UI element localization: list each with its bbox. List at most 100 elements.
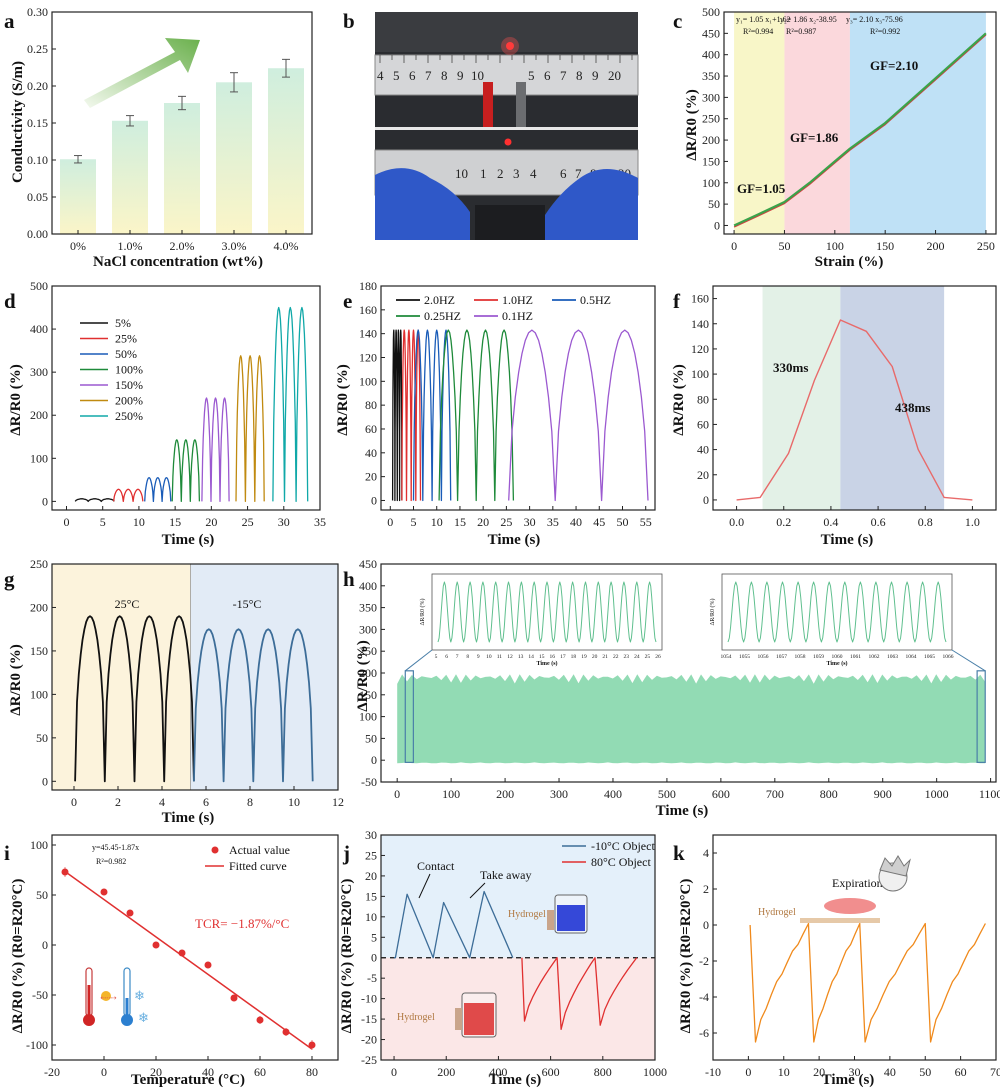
y-tick-label: 50 — [36, 731, 48, 745]
panel-label-g: g — [4, 567, 15, 591]
series-250% — [272, 306, 309, 503]
panel-d-strain-cycles: 0 100 200 300 400 500 0 5 10 15 20 25 30 35 5% 25%50% 1… — [8, 279, 326, 548]
panel-d-y-label: ΔR/R0 (%) — [8, 364, 24, 435]
fall-time-label: 438ms — [895, 400, 930, 415]
y-tick-label: 450 — [702, 26, 720, 40]
y-tick-label: 100 — [30, 838, 48, 852]
panel-c-strain-chart: 0 50 100 150 200 250 300 350 400 450 500 0 50 100 150 2… — [684, 5, 997, 270]
panel-j-y-label: ΔR/R0 (%) (R0=R20°C) — [339, 879, 355, 1034]
data-point — [178, 949, 186, 957]
x-tick-label: -10 — [705, 1065, 721, 1079]
y-tick-label: 0 — [42, 494, 48, 508]
x-tick-label: 2 — [115, 795, 121, 809]
x-tick-label: 30 — [849, 1065, 861, 1079]
inset-early-tick-label: 5 — [435, 654, 438, 660]
legend-label-1: 1.0HZ — [502, 293, 533, 307]
svg-text:5: 5 — [393, 68, 400, 83]
y-tick-label: 400 — [359, 579, 377, 593]
svg-text:7: 7 — [425, 68, 432, 83]
x-tick-label: 50 — [616, 515, 628, 529]
y-tick-label: 0 — [703, 493, 709, 507]
y-tick-label: -2 — [699, 954, 709, 968]
gray-electrode-clip — [516, 82, 526, 128]
legend-label-4: 150% — [115, 378, 143, 392]
y-tick-label: 300 — [702, 90, 720, 104]
x-tick-label: 5 — [411, 515, 417, 529]
photo-divider — [375, 127, 638, 130]
y-tick-label: 50 — [708, 197, 720, 211]
data-point — [256, 1016, 264, 1024]
y-tick-label: 0 — [371, 951, 377, 965]
y-tick-label: 100 — [30, 451, 48, 465]
svg-text:2: 2 — [497, 166, 504, 181]
inset-early-tick-label: 12 — [507, 654, 513, 660]
y-tick-label: 250 — [359, 644, 377, 658]
x-tick-label: 0 — [745, 1065, 751, 1079]
hot-beaker-illustration — [455, 992, 497, 1038]
svg-text:6: 6 — [560, 166, 567, 181]
x-tick-label: 400 — [604, 787, 622, 801]
y-tick-label: 400 — [702, 48, 720, 62]
y-tick-label: 500 — [30, 279, 48, 293]
x-tick-label: 0 — [391, 1065, 397, 1079]
x-tick-label: 1000 — [643, 1065, 667, 1079]
inset-early-tick-label: 17 — [560, 654, 566, 660]
panel-label-b: b — [343, 9, 355, 33]
legend-label-0: 5% — [115, 316, 131, 330]
svg-text:20: 20 — [608, 68, 621, 83]
x-tick-label: 500 — [658, 787, 676, 801]
series-50% — [144, 477, 172, 503]
y-tick-label: 40 — [697, 443, 709, 457]
legend-label-0: 2.0HZ — [424, 293, 455, 307]
inset-late-tick-label: 1061 — [850, 654, 861, 660]
y-tick-label: 10 — [365, 910, 377, 924]
x-tick-label: 1.0% — [118, 239, 143, 253]
y-tick-label: 20 — [365, 869, 377, 883]
cold-beaker-illustration — [547, 894, 588, 934]
fit-equations: y₁= 1.05 x₁+1.62 R²=0.994 y₂= 1.86 x₂-38… — [736, 15, 903, 36]
panel-label-i: i — [4, 841, 10, 865]
data-point — [282, 1028, 290, 1036]
inset-early-tick-label: 8 — [466, 654, 469, 660]
x-tick-label: 1000 — [925, 787, 949, 801]
x-tick-label: 0 — [394, 787, 400, 801]
series-100% — [171, 439, 201, 503]
panel-label-c: c — [673, 9, 682, 33]
panel-j-x-label: Time (s) — [489, 1072, 542, 1088]
inset-late-tick-label: 1059 — [813, 654, 824, 660]
x-tick-label: 800 — [594, 1065, 612, 1079]
inset-early-frame — [431, 573, 663, 651]
panel-e-frequency-cycles: 0 20 40 60 80 100 120 140 160 180 0 5 10 15 20 25 30 35 40… — [335, 279, 656, 548]
inset-early-tick-label: 10 — [486, 654, 492, 660]
inset-late-tick-label: 1060 — [832, 654, 843, 660]
cold-object-trace — [394, 890, 514, 959]
y-tick-label: 250 — [702, 112, 720, 126]
x-tick-label: 45 — [593, 515, 605, 529]
inset-early-tick-label: 25 — [645, 654, 651, 660]
y-tick-label: 50 — [365, 731, 377, 745]
y-tick-label: 100 — [691, 367, 709, 381]
svg-text:9: 9 — [592, 68, 599, 83]
x-tick-label: 5 — [100, 515, 106, 529]
y-tick-label: 350 — [702, 69, 720, 83]
x-tick-label: 80 — [306, 1065, 318, 1079]
zoom-box-start — [404, 670, 414, 763]
glove-right — [545, 169, 638, 240]
legend-label-6: 250% — [115, 409, 143, 423]
panel-label-f: f — [673, 289, 681, 313]
x-tick-label: 0.8 — [918, 515, 933, 529]
photo-bottom-shade — [475, 205, 545, 240]
panel-g-x-label: Time (s) — [162, 810, 215, 826]
y-tick-label: 200 — [30, 600, 48, 614]
thermometer-illustration: ⇠⇢ ❄ ❄ — [83, 967, 149, 1026]
inset-late-trace — [727, 581, 947, 643]
x-tick-label: 10 — [133, 515, 145, 529]
y-tick-label: 0.15 — [27, 116, 48, 130]
inset-early-tick-label: 14 — [528, 654, 534, 660]
panel-e-y-label: ΔR/R0 (%) — [335, 364, 351, 435]
y-tick-label: 80 — [365, 398, 377, 412]
x-tick-label: 20 — [150, 1065, 162, 1079]
y-tick-label: 30 — [365, 828, 377, 842]
rise-time-label: 330ms — [773, 360, 808, 375]
